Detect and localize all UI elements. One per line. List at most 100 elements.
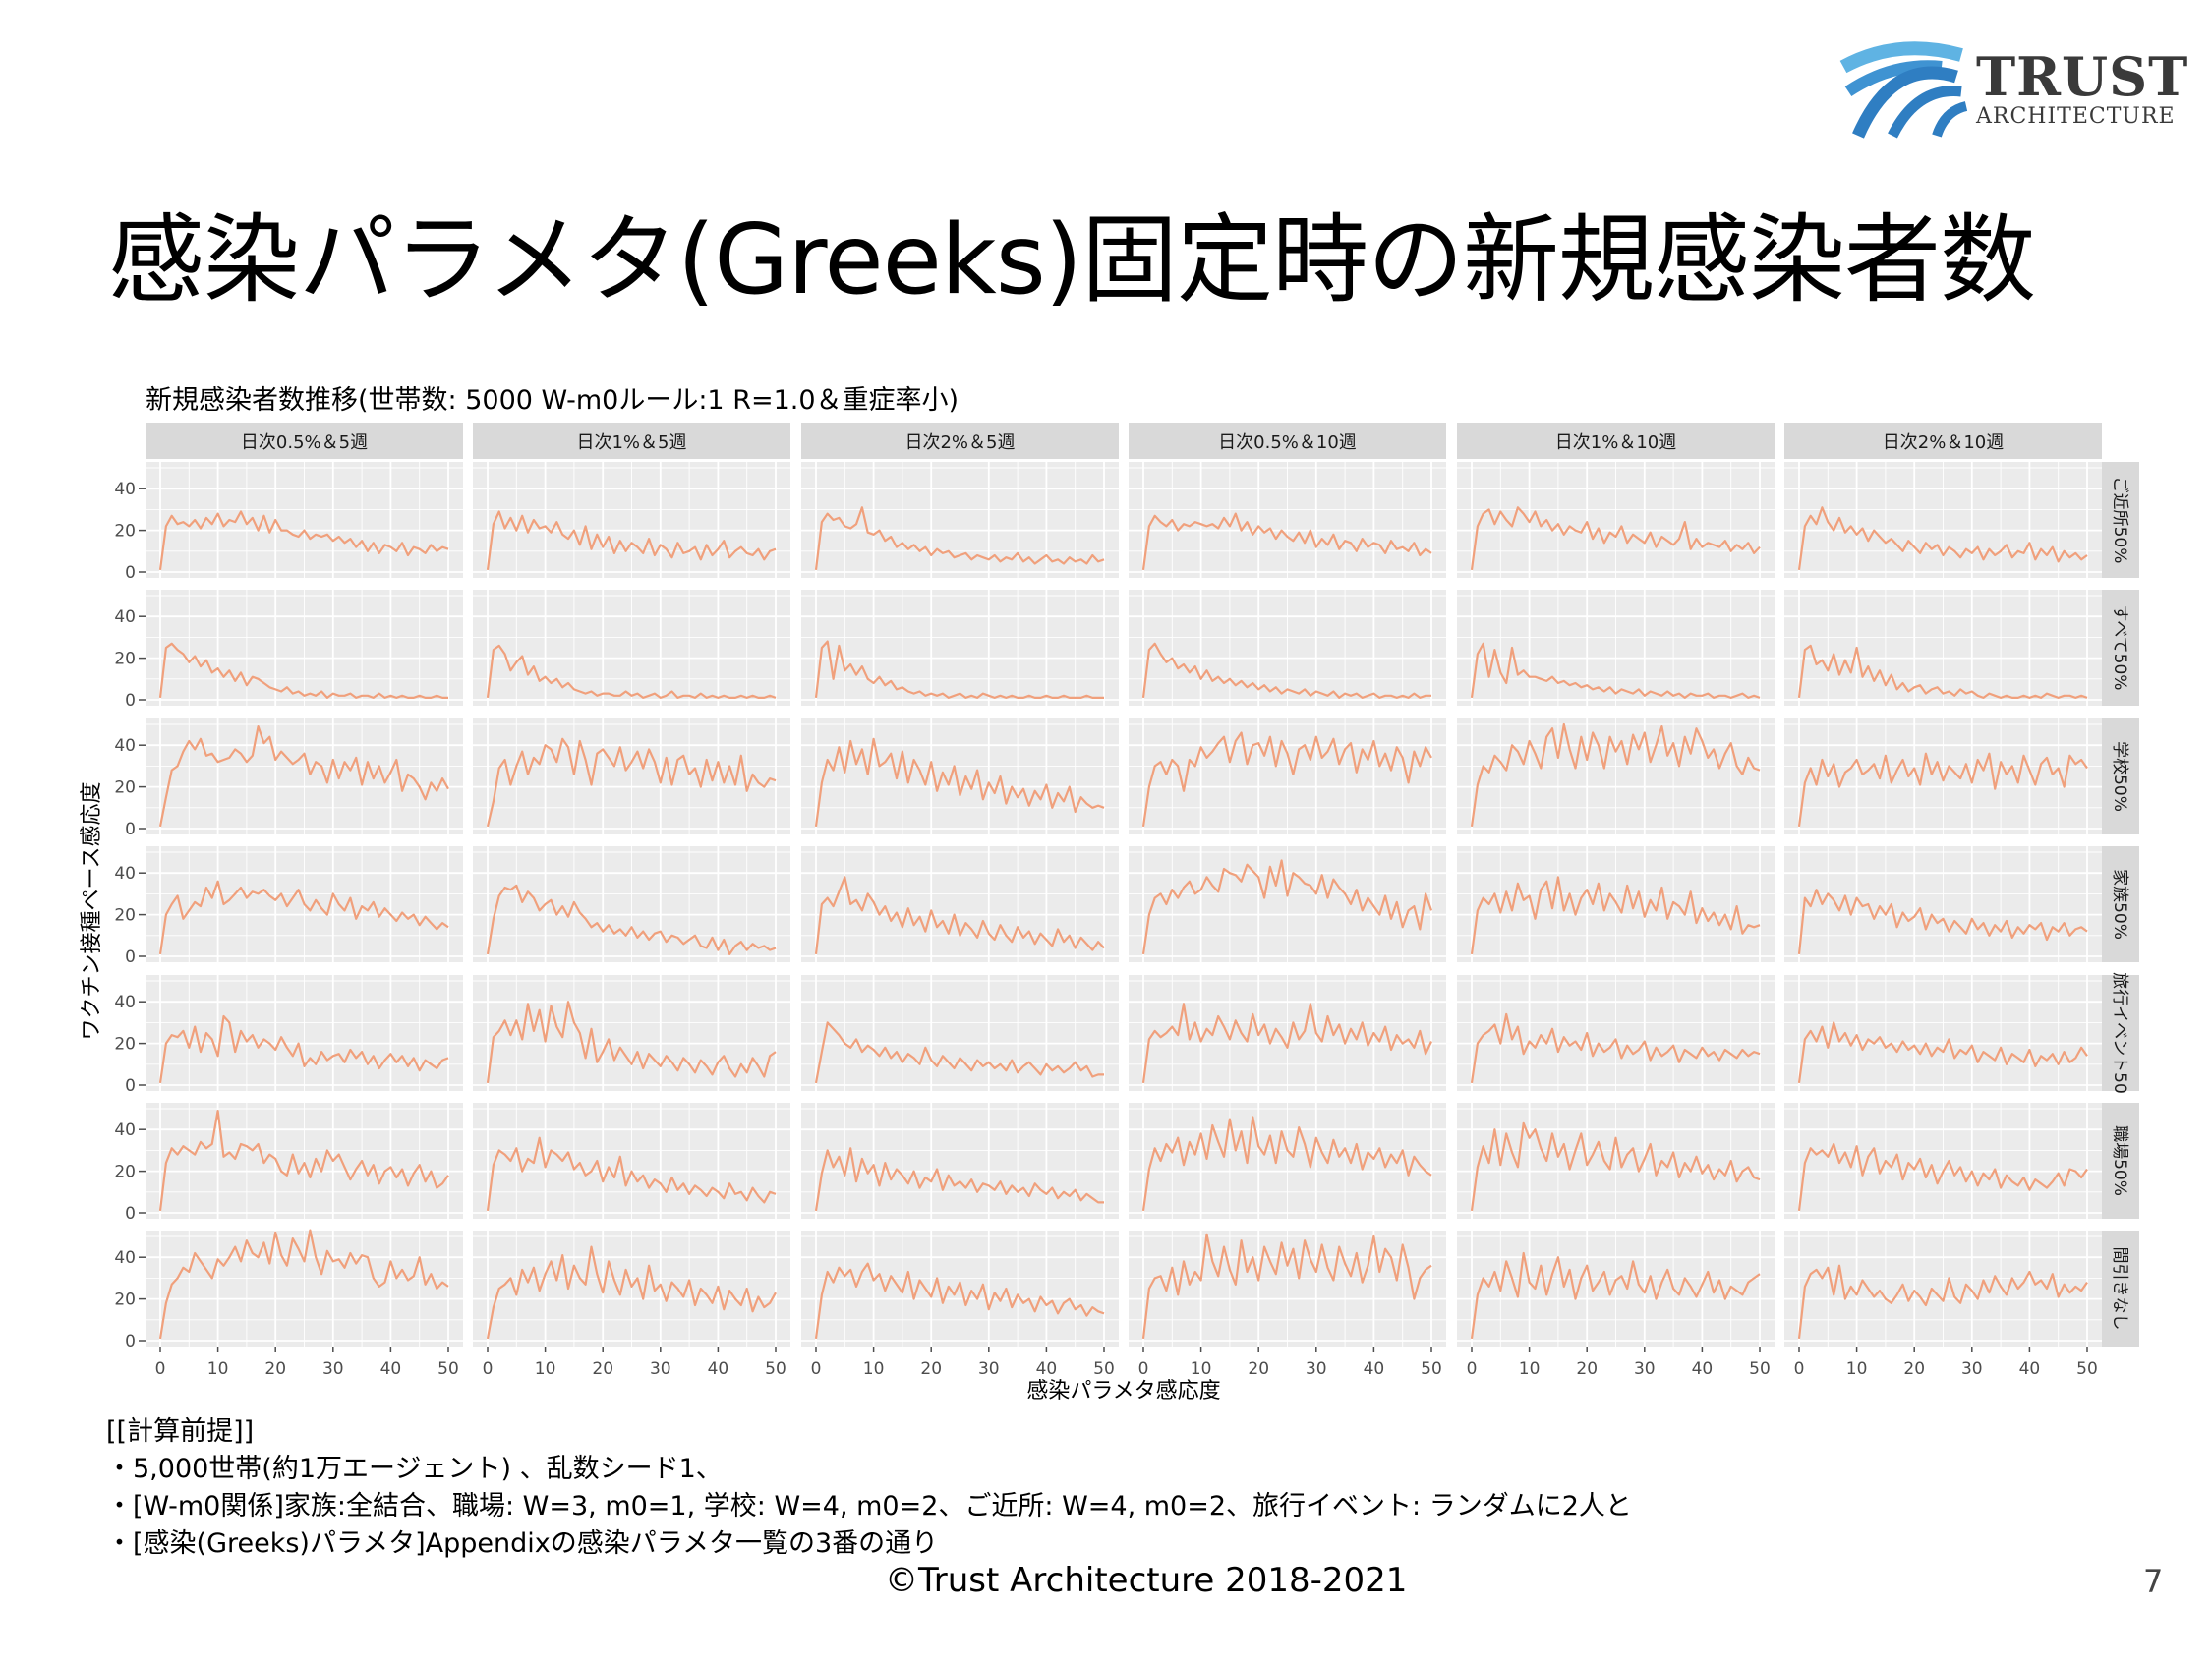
- logo: [1838, 37, 2173, 145]
- col-strip-label: 日次1%＆5週: [576, 432, 686, 453]
- y-tick-label: 0: [125, 947, 136, 967]
- series-line: [486, 1245, 777, 1340]
- y-tick-label: 0: [125, 820, 136, 839]
- y-tick-label: 20: [114, 1291, 136, 1310]
- x-tick-label: 30: [1634, 1359, 1656, 1379]
- x-tick-label: 10: [1191, 1359, 1212, 1379]
- x-tick-label: 30: [322, 1359, 344, 1379]
- row-strip-label: 旅行イベント50: [2110, 972, 2129, 1094]
- row-strip-label: 家族50%: [2110, 869, 2129, 940]
- series-line: [1797, 752, 2088, 828]
- note-line: [[計算前提]]: [106, 1416, 255, 1447]
- y-tick-label: 20: [114, 1035, 136, 1055]
- x-tick-label: 40: [1036, 1359, 1058, 1379]
- series-line: [1141, 512, 1432, 571]
- y-axis-title: ワクチン接種ペース感応度: [80, 782, 104, 1041]
- x-tick-label: 20: [1248, 1359, 1269, 1379]
- x-tick-label: 30: [1961, 1359, 1983, 1379]
- x-axis-title: 感染パラメタ感応度: [1026, 1379, 1220, 1404]
- series-line: [158, 880, 449, 955]
- x-tick-label: 10: [863, 1359, 885, 1379]
- y-tick-label: 0: [125, 1076, 136, 1096]
- y-tick-label: 0: [125, 563, 136, 583]
- y-tick-label: 40: [114, 736, 136, 756]
- row-strip-label: 間引きなし: [2110, 1247, 2129, 1331]
- x-tick-label: 20: [1576, 1359, 1598, 1379]
- series-line: [1797, 506, 2088, 571]
- series-line: [1470, 642, 1761, 700]
- col-strip: [473, 423, 790, 459]
- series-line: [814, 640, 1104, 700]
- y-tick-label: 0: [125, 1332, 136, 1351]
- x-tick-label: 10: [1519, 1359, 1541, 1379]
- x-tick-label: 10: [1846, 1359, 1868, 1379]
- x-tick-label: 50: [1749, 1359, 1771, 1379]
- x-tick-label: 0: [1467, 1359, 1478, 1379]
- y-tick-label: 40: [114, 480, 136, 499]
- series-line: [814, 1021, 1104, 1084]
- col-strip-label: 日次0.5%＆5週: [241, 432, 368, 453]
- col-strip: [146, 423, 463, 459]
- x-tick-label: 50: [1421, 1359, 1442, 1379]
- y-tick-label: 0: [125, 691, 136, 711]
- series-line: [486, 884, 777, 956]
- x-tick-label: 40: [2019, 1359, 2041, 1379]
- page-number: 7: [2143, 1563, 2164, 1600]
- y-tick-label: 20: [114, 778, 136, 798]
- series-line: [814, 737, 1105, 828]
- x-tick-label: 30: [650, 1359, 671, 1379]
- x-tick-label: 30: [1306, 1359, 1327, 1379]
- y-tick-label: 40: [114, 1248, 136, 1268]
- series-line: [486, 1001, 777, 1084]
- logo-text: TRUST ARCHITECTURE: [1976, 49, 2188, 129]
- col-strip-label: 日次2%＆10週: [1883, 432, 2004, 453]
- y-tick-label: 20: [114, 522, 136, 542]
- col-strip-label: 日次2%＆5週: [904, 432, 1015, 453]
- x-tick-label: 30: [978, 1359, 1000, 1379]
- row-strip-label: 学校50%: [2110, 741, 2129, 812]
- col-strip-label: 日次0.5%＆10週: [1218, 432, 1357, 453]
- col-strip-label: 日次1%＆10週: [1555, 432, 1676, 453]
- note-line: ・[感染(Greeks)パラメタ]Appendixの感染パラメタ一覧の3番の通り: [106, 1528, 939, 1559]
- series-line: [814, 506, 1105, 571]
- logo-subname: ARCHITECTURE: [1976, 104, 2176, 129]
- row-strip-label: ご近所50%: [2110, 477, 2129, 564]
- series-line: [1141, 1233, 1432, 1340]
- row-strip: [2102, 1103, 2139, 1219]
- slide-title: 感染パラメタ(Greeks)固定時の新規感染者数: [108, 204, 2036, 316]
- y-tick-label: 40: [114, 1120, 136, 1140]
- series-line: [814, 876, 1105, 955]
- x-tick-label: 0: [811, 1359, 822, 1379]
- x-tick-label: 0: [1794, 1359, 1805, 1379]
- chart-title: 新規感染者数推移(世帯数: 5000 W-m0ルール:1 R=1.0＆重症率小): [146, 385, 960, 416]
- series-line: [158, 510, 449, 571]
- series-line: [486, 510, 777, 571]
- series-line: [1470, 876, 1761, 955]
- x-tick-label: 10: [535, 1359, 556, 1379]
- x-tick-label: 20: [264, 1359, 286, 1379]
- x-tick-label: 0: [155, 1359, 166, 1379]
- y-tick-label: 40: [114, 607, 136, 627]
- col-strip: [801, 423, 1119, 459]
- series-line: [158, 724, 449, 828]
- calculation-notes: [[計算前提]] ・5,000世帯(約1万エージェント) 、乱数シード1、 ・[…: [106, 1413, 1632, 1563]
- logo-arc-icon: [1839, 41, 1968, 139]
- x-tick-label: 40: [1364, 1359, 1385, 1379]
- series-line: [158, 1109, 449, 1212]
- series-line: [1470, 1251, 1761, 1340]
- col-strip: [1457, 423, 1775, 459]
- row-strip: [2102, 590, 2139, 706]
- x-tick-label: 50: [765, 1359, 786, 1379]
- copyright-footer: ©Trust Architecture 2018-2021: [885, 1561, 1408, 1600]
- y-tick-label: 40: [114, 993, 136, 1012]
- x-tick-label: 20: [920, 1359, 942, 1379]
- series-line: [486, 644, 777, 700]
- series-line: [486, 1136, 777, 1212]
- series-line: [158, 1014, 449, 1084]
- x-tick-label: 40: [380, 1359, 402, 1379]
- series-line: [1797, 889, 2088, 955]
- y-tick-label: 20: [114, 650, 136, 669]
- x-tick-label: 50: [1093, 1359, 1115, 1379]
- y-tick-label: 20: [114, 906, 136, 926]
